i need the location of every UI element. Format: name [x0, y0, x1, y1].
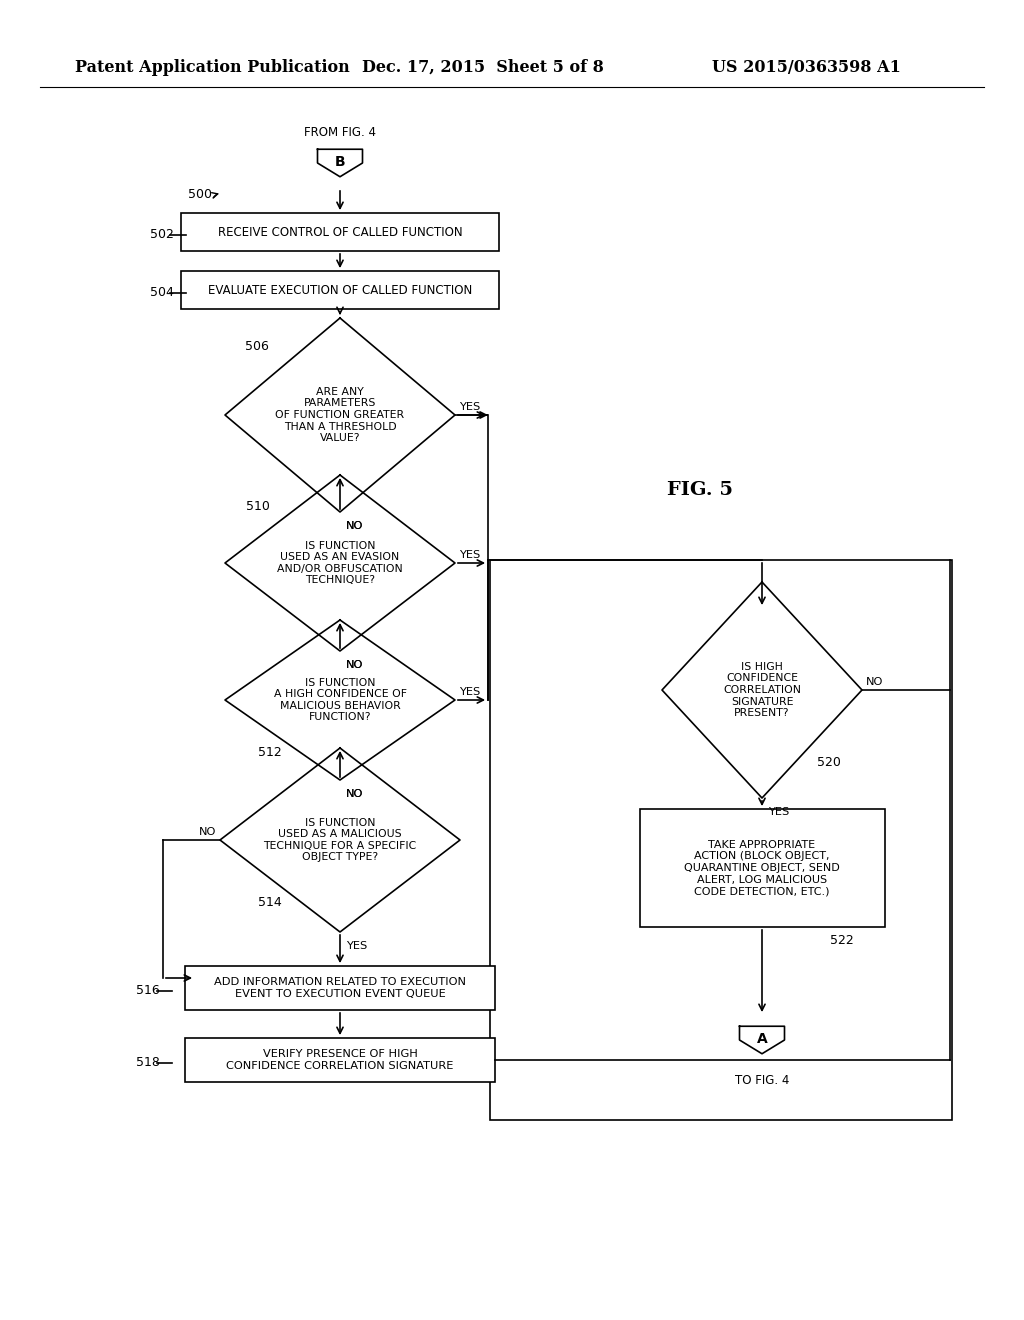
- Text: NO: NO: [346, 521, 364, 531]
- Text: IS FUNCTION
A HIGH CONFIDENCE OF
MALICIOUS BEHAVIOR
FUNCTION?: IS FUNCTION A HIGH CONFIDENCE OF MALICIO…: [273, 677, 407, 722]
- Text: IS HIGH
CONFIDENCE
CORRELATION
SIGNATURE
PRESENT?: IS HIGH CONFIDENCE CORRELATION SIGNATURE…: [723, 661, 801, 718]
- Polygon shape: [220, 748, 460, 932]
- Text: Patent Application Publication: Patent Application Publication: [75, 58, 350, 75]
- Text: FROM FIG. 4: FROM FIG. 4: [304, 127, 376, 140]
- Text: NO: NO: [866, 677, 884, 686]
- Text: RECEIVE CONTROL OF CALLED FUNCTION: RECEIVE CONTROL OF CALLED FUNCTION: [218, 226, 462, 239]
- Text: YES: YES: [459, 550, 480, 560]
- Bar: [185, 966, 495, 1010]
- Text: NO: NO: [346, 660, 364, 671]
- Text: YES: YES: [459, 403, 480, 412]
- Polygon shape: [662, 582, 862, 799]
- Polygon shape: [225, 620, 455, 780]
- Text: A: A: [757, 1032, 767, 1045]
- Bar: [185, 1038, 495, 1082]
- Text: Dec. 17, 2015  Sheet 5 of 8: Dec. 17, 2015 Sheet 5 of 8: [362, 58, 604, 75]
- Bar: [640, 809, 885, 927]
- Text: VERIFY PRESENCE OF HIGH
CONFIDENCE CORRELATION SIGNATURE: VERIFY PRESENCE OF HIGH CONFIDENCE CORRE…: [226, 1049, 454, 1071]
- Text: 516: 516: [136, 985, 160, 998]
- Text: YES: YES: [768, 807, 790, 817]
- Text: NO: NO: [346, 521, 364, 531]
- Polygon shape: [225, 475, 455, 651]
- Text: 522: 522: [830, 933, 854, 946]
- Polygon shape: [225, 318, 455, 512]
- Text: NO: NO: [346, 789, 364, 799]
- Bar: [181, 213, 499, 251]
- Polygon shape: [739, 1026, 784, 1053]
- Text: B: B: [335, 154, 345, 169]
- Text: 506: 506: [245, 341, 269, 354]
- Text: 500: 500: [188, 189, 212, 202]
- Text: TO FIG. 4: TO FIG. 4: [735, 1073, 790, 1086]
- Text: 502: 502: [150, 228, 174, 242]
- Text: TAKE APPROPRIATE
ACTION (BLOCK OBJECT,
QUARANTINE OBJECT, SEND
ALERT, LOG MALICI: TAKE APPROPRIATE ACTION (BLOCK OBJECT, Q…: [684, 840, 840, 896]
- Text: US 2015/0363598 A1: US 2015/0363598 A1: [712, 58, 901, 75]
- Text: 518: 518: [136, 1056, 160, 1069]
- Text: NO: NO: [199, 828, 216, 837]
- Text: NO: NO: [346, 660, 364, 671]
- Text: 520: 520: [817, 755, 841, 768]
- Text: YES: YES: [346, 941, 368, 950]
- Text: 510: 510: [246, 499, 270, 512]
- Bar: [181, 271, 499, 309]
- Text: 512: 512: [258, 746, 282, 759]
- Polygon shape: [317, 149, 362, 177]
- Text: FIG. 5: FIG. 5: [667, 480, 733, 499]
- Text: ARE ANY
PARAMETERS
OF FUNCTION GREATER
THAN A THRESHOLD
VALUE?: ARE ANY PARAMETERS OF FUNCTION GREATER T…: [275, 387, 404, 444]
- Text: 504: 504: [150, 286, 174, 300]
- Text: IS FUNCTION
USED AS AN EVASION
AND/OR OBFUSCATION
TECHNIQUE?: IS FUNCTION USED AS AN EVASION AND/OR OB…: [278, 541, 402, 585]
- Text: ADD INFORMATION RELATED TO EXECUTION
EVENT TO EXECUTION EVENT QUEUE: ADD INFORMATION RELATED TO EXECUTION EVE…: [214, 977, 466, 999]
- Text: EVALUATE EXECUTION OF CALLED FUNCTION: EVALUATE EXECUTION OF CALLED FUNCTION: [208, 284, 472, 297]
- Text: NO: NO: [346, 789, 364, 799]
- Text: 514: 514: [258, 896, 282, 909]
- Text: IS FUNCTION
USED AS A MALICIOUS
TECHNIQUE FOR A SPECIFIC
OBJECT TYPE?: IS FUNCTION USED AS A MALICIOUS TECHNIQU…: [263, 817, 417, 862]
- Bar: [490, 560, 952, 1119]
- Text: YES: YES: [459, 686, 480, 697]
